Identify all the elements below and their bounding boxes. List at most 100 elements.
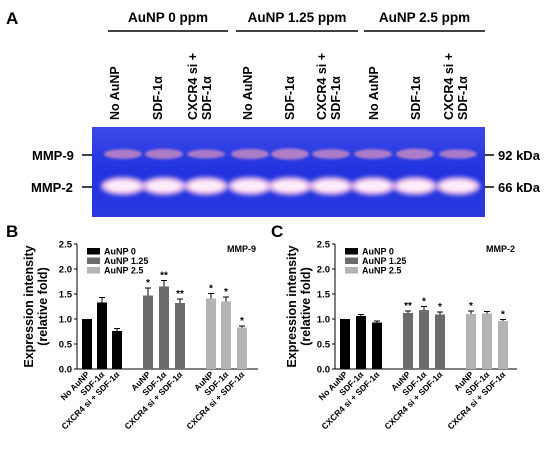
y-tick-label: 0.0 [59,365,72,376]
significance-mark: * [240,316,244,327]
mmp2-band-core [148,181,180,191]
lane-label: No AuNP [108,66,122,120]
mmp9-band [145,148,183,160]
mmp2-band-core [190,181,222,191]
y-axis-label: Expression intensity(relative fold) [285,245,313,367]
bar [482,313,492,369]
mmp2-band-core [357,181,389,191]
mmp2-band-core [399,181,431,191]
band-labels: MMP-9 MMP-2 92 kDa 66 kDa [31,148,541,195]
y-tick-label: 1.5 [59,290,73,301]
bar [419,310,429,369]
mmp9-band [439,149,477,159]
lane-label: CXCR4 si +SDF-1α [186,53,214,120]
legend-label: AuNP 2.5 [362,266,401,276]
legend-swatch [345,267,358,274]
legend-swatch [87,257,100,264]
y-tick-label: 2.5 [59,240,73,251]
band-label-mmp2: MMP-2 [31,180,73,195]
bar [112,331,122,369]
legend-label: AuNP 0 [104,247,136,257]
bar [175,303,185,369]
bar [143,295,153,369]
bar [372,322,382,369]
group-headers: AuNP 0 ppm AuNP 1.25 ppm AuNP 2.5 ppm [108,10,485,32]
zymography-gel [92,127,485,217]
bar [82,319,92,369]
lane-label: CXCR4 si +SDF-1α [442,53,470,120]
mmp2-band-core [234,181,266,191]
lane-label: SDF-1α [151,76,165,120]
y-tick-label: 0.0 [317,365,330,376]
significance-mark: * [422,297,426,308]
mmp9-band [187,149,225,159]
gel-bands [101,148,480,195]
mmp9-band [312,149,350,159]
legend-label: AuNP 1.25 [362,256,406,266]
significance-mark: ** [176,289,184,300]
panel-label: C [271,222,283,241]
legend-swatch [345,257,358,264]
bar [221,301,231,369]
bar [237,327,247,369]
significance-mark: * [501,310,505,321]
mmp9-band [396,148,434,160]
significance-mark: ** [404,301,412,312]
panel-a-label: A [6,9,18,28]
group-header: AuNP 1.25 ppm [248,10,347,25]
bar [466,314,476,369]
group-header: AuNP 0 ppm [128,10,208,25]
panel-a: A AuNP 0 ppm AuNP 1.25 ppm AuNP 2.5 ppm No… [6,9,541,217]
y-tick-label: 1.0 [59,315,72,326]
legend-label: AuNP 2.5 [104,266,143,276]
significance-mark: ** [160,271,168,282]
lane-labels: No AuNP SDF-1α CXCR4 si +SDF-1α No AuNP SDF-… [108,53,470,120]
bar [356,316,366,369]
y-tick-label: 1.0 [317,315,330,326]
band-size-66: 66 kDa [498,180,541,195]
mmp2-band-core [442,181,474,191]
chart-title: MMP-2 [486,244,515,254]
significance-mark: * [146,278,150,289]
y-axis-label: Expression intensity(relative fold) [22,245,50,367]
lane-label: CXCR4 si +SDF-1α [315,53,343,120]
y-tick-label: 2.0 [317,265,330,276]
y-tick-label: 2.5 [317,240,331,251]
legend-swatch [87,248,100,255]
mmp9-band [231,148,269,160]
legend-label: AuNP 0 [362,247,394,257]
mmp2-band-core [274,181,306,191]
legend-swatch [87,267,100,274]
mmp9-band [271,148,309,160]
band-label-mmp9: MMP-9 [32,148,74,163]
y-tick-label: 0.5 [317,340,331,351]
lane-label: No AuNP [367,66,381,120]
group-header: AuNP 2.5 ppm [379,10,470,25]
y-tick-label: 0.5 [59,340,73,351]
bar [206,298,216,369]
mmp9-band [354,149,392,159]
lane-label: SDF-1α [409,76,423,120]
bar [403,313,413,369]
lane-label: SDF-1α [283,76,297,120]
chart-title: MMP-9 [227,244,256,254]
y-tick-label: 1.5 [317,290,331,301]
significance-mark: * [209,284,213,295]
panel-label: B [6,222,18,241]
bar [498,321,508,369]
band-size-92: 92 kDa [498,148,541,163]
significance-mark: * [469,301,473,312]
y-tick-label: 2.0 [59,265,72,276]
mmp9-band [104,149,142,159]
bar [340,319,350,369]
legend-swatch [345,248,358,255]
bar [97,302,107,369]
lane-label: No AuNP [241,66,255,120]
mmp2-band-core [315,181,347,191]
significance-mark: * [438,302,442,313]
significance-mark: * [224,287,228,298]
mmp2-band-core [107,181,139,191]
